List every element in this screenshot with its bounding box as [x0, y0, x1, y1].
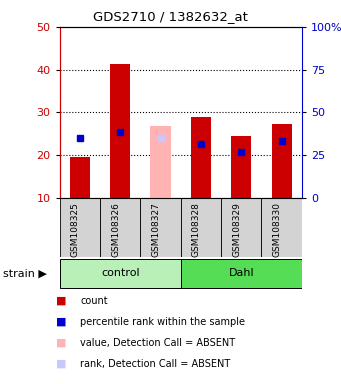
Text: percentile rank within the sample: percentile rank within the sample [80, 317, 245, 327]
Text: value, Detection Call = ABSENT: value, Detection Call = ABSENT [80, 338, 235, 348]
Text: ■: ■ [56, 359, 67, 369]
Text: GDS2710 / 1382632_at: GDS2710 / 1382632_at [93, 10, 248, 23]
Text: ■: ■ [56, 317, 67, 327]
Text: control: control [101, 268, 139, 278]
Bar [181, 198, 221, 257]
Bar [150, 126, 170, 198]
Text: GSM108327: GSM108327 [151, 202, 161, 257]
Bar [110, 64, 130, 198]
Text: GSM108330: GSM108330 [272, 202, 282, 257]
Bar [140, 198, 181, 257]
Bar [271, 124, 292, 198]
Bar [221, 198, 262, 257]
Bar [191, 118, 211, 198]
Text: Dahl: Dahl [228, 268, 254, 278]
Bar [262, 198, 302, 257]
Bar [60, 259, 181, 288]
Bar [70, 157, 90, 198]
Bar [100, 198, 140, 257]
Bar [231, 136, 251, 198]
Text: ■: ■ [56, 338, 67, 348]
Text: strain ▶: strain ▶ [3, 268, 47, 279]
Bar [60, 198, 100, 257]
Text: GSM108329: GSM108329 [232, 202, 241, 257]
Text: count: count [80, 296, 108, 306]
Text: rank, Detection Call = ABSENT: rank, Detection Call = ABSENT [80, 359, 231, 369]
Text: GSM108325: GSM108325 [71, 202, 80, 257]
Text: GSM108326: GSM108326 [111, 202, 120, 257]
Text: GSM108328: GSM108328 [192, 202, 201, 257]
Text: ■: ■ [56, 296, 67, 306]
Bar [181, 259, 302, 288]
